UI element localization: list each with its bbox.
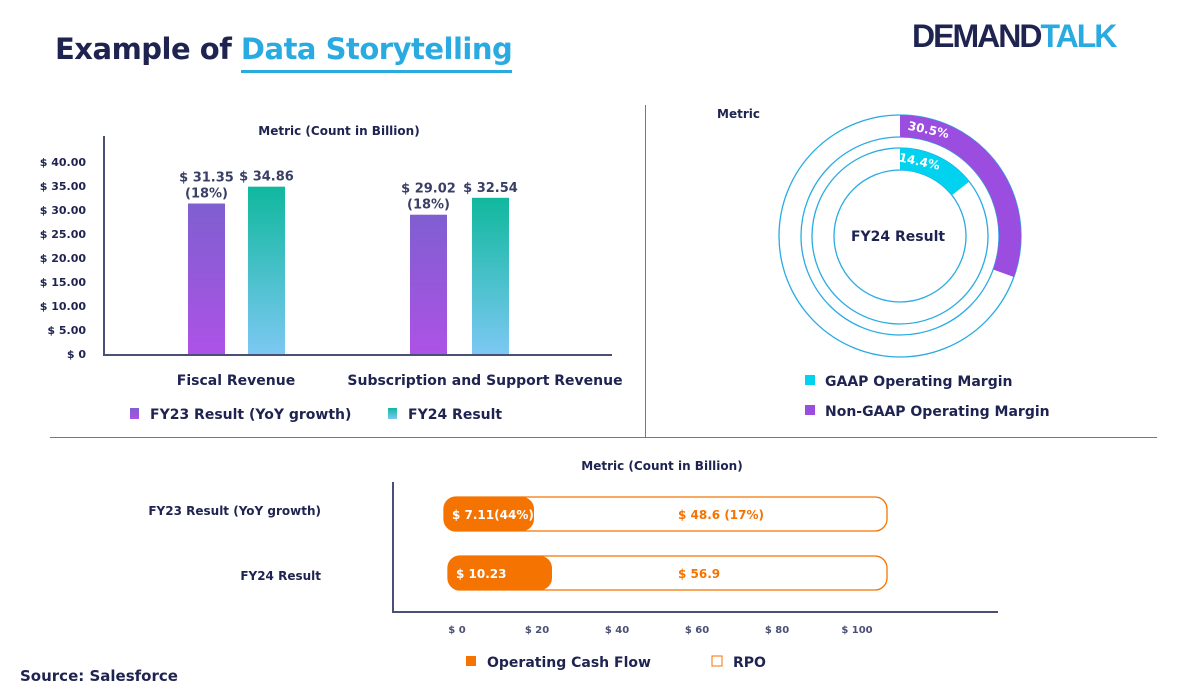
x-category-label: Subscription and Support Revenue (347, 373, 622, 389)
legend-swatch (711, 655, 723, 667)
source-note: Source: Salesforce (20, 667, 178, 685)
logo-text-a: DEMAND (912, 18, 1042, 54)
y-tick-label: $ 15.00 (40, 276, 87, 289)
data-label: (18%) (407, 198, 450, 213)
x-tick-label: $ 80 (765, 625, 789, 636)
x-tick-label: $ 60 (685, 625, 709, 636)
center-label: FY24 Result (851, 229, 945, 245)
y-tick-label: $ 25.00 (40, 228, 87, 241)
y-category-label: FY23 Result (YoY growth) (148, 504, 321, 518)
y-tick-label: $ 35.00 (40, 180, 87, 193)
y-category-label: FY24 Result (240, 569, 321, 583)
x-tick-label: $ 100 (841, 625, 872, 636)
legend-label: GAAP Operating Margin (825, 374, 1013, 390)
y-tick-label: $ 0 (67, 348, 86, 361)
y-tick-label: $ 5.00 (47, 324, 86, 337)
y-tick-label: $ 20.00 (40, 252, 87, 265)
logo: DEMANDTALK (912, 18, 1117, 55)
ring-segment-gaap (900, 148, 970, 196)
bar-fy23 (188, 203, 225, 354)
legend-label: FY24 Result (408, 407, 502, 423)
y-tick-label: $ 10.00 (40, 300, 87, 313)
title-highlight: Data Storytelling (240, 32, 513, 73)
data-label: $ 29.02 (401, 182, 456, 197)
data-label: $ 48.6 (17%) (678, 508, 764, 522)
page-title: Example of Data Storytelling (55, 32, 513, 73)
legend-swatch (805, 375, 815, 385)
data-label: $ 7.11(44%) (452, 508, 534, 522)
vertical-divider (645, 105, 646, 438)
data-label: $ 34.86 (239, 170, 294, 185)
x-tick-label: $ 0 (448, 625, 465, 636)
chart-title: Metric (Count in Billion) (258, 124, 419, 138)
legend-swatch (805, 405, 815, 415)
y-tick-label: $ 40.00 (40, 156, 87, 169)
legend-label: RPO (733, 655, 766, 671)
bar-fy23 (410, 214, 447, 354)
chart-title: Metric (717, 107, 760, 121)
legend-label: FY23 Result (YoY growth) (150, 407, 351, 423)
ring-segment-non-gaap (900, 115, 1021, 277)
legend-swatch (130, 408, 139, 419)
x-tick-label: $ 40 (605, 625, 629, 636)
horizontal-divider (50, 437, 1157, 438)
y-tick-label: $ 30.00 (40, 204, 87, 217)
x-tick-label: $ 20 (525, 625, 549, 636)
data-label: $ 56.9 (678, 567, 720, 581)
legend-label: Non-GAAP Operating Margin (825, 404, 1050, 420)
data-label: $ 31.35 (179, 171, 234, 186)
bar-operating-cash-flow (448, 556, 552, 590)
chart-title: Metric (Count in Billion) (581, 459, 742, 473)
x-category-label: Fiscal Revenue (177, 373, 295, 389)
logo-text-b: TALK (1040, 18, 1117, 54)
data-label: (18%) (185, 187, 228, 202)
legend-swatch (466, 656, 476, 666)
bar-fy24 (248, 186, 285, 354)
title-prefix: Example of (55, 32, 232, 66)
legend-label: Operating Cash Flow (487, 655, 651, 671)
data-label: $ 10.23 (456, 567, 506, 581)
bar-operating-cash-flow (444, 497, 534, 531)
data-label: $ 32.54 (463, 181, 518, 196)
legend-swatch (388, 408, 397, 419)
bar-fy24 (472, 197, 509, 354)
